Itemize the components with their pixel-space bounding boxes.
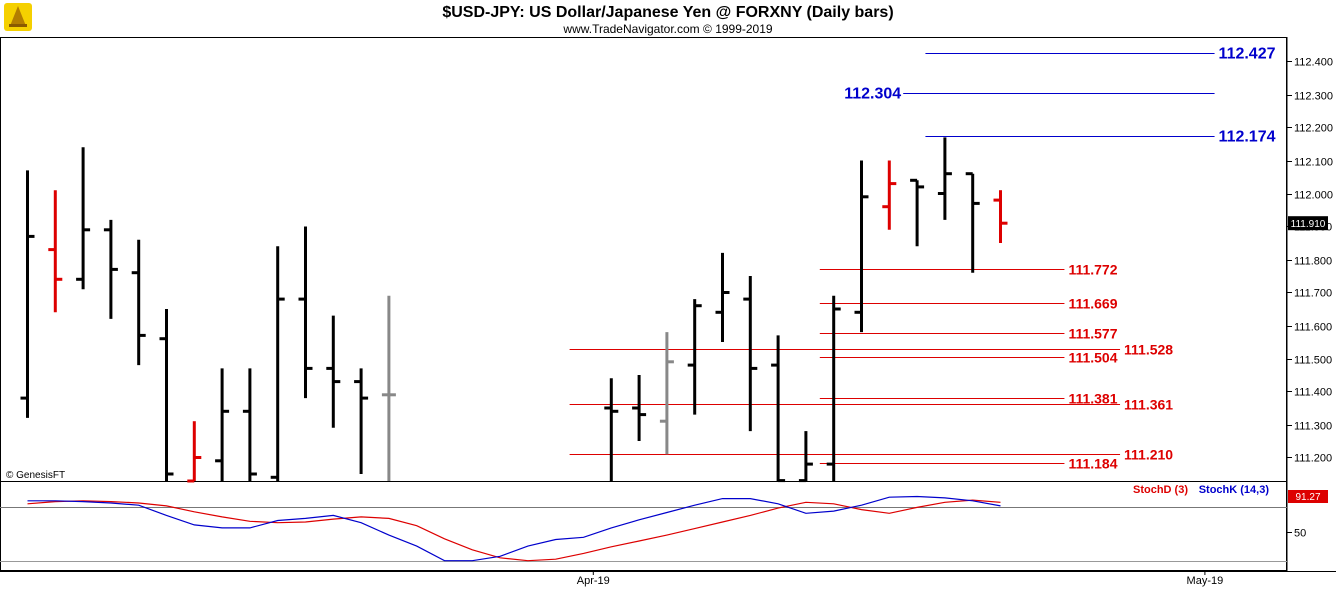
price-bars [20, 137, 1008, 483]
chart-title: $USD-JPY: US Dollar/Japanese Yen @ FORXN… [442, 4, 893, 21]
y-tick-label: 111.700 [1294, 288, 1332, 300]
level-label: 112.304 [844, 86, 901, 103]
stoch-series-line [27, 499, 1001, 562]
x-tick-label: May-19 [1187, 575, 1224, 587]
stoch-last-label: 91.27 [1295, 492, 1320, 503]
level-label: 111.210 [1124, 447, 1173, 463]
ohlc-bar [965, 172, 980, 273]
last-price-marker: 111.910 [1288, 216, 1328, 231]
ohlc-bar [326, 315, 341, 428]
app-logo [4, 3, 32, 31]
ohlc-bar [354, 368, 369, 474]
x-axis-ticks: Apr-19 May-19 [577, 571, 1223, 587]
y-axis-ticks: 111.200 111.300 111.400 111.500 111.600 111.7… [0, 57, 1333, 562]
ohlc-bar [632, 375, 647, 441]
level-label: 111.184 [1068, 456, 1117, 472]
level-label: 111.528 [1124, 342, 1173, 358]
last-price-label: 111.910 [1291, 219, 1326, 230]
ohlc-bar [771, 335, 786, 483]
ohlc-bar [715, 252, 730, 342]
level-label: 111.381 [1068, 391, 1117, 407]
ohlc-bar [103, 219, 118, 319]
y-tick-label: 112.000 [1294, 190, 1333, 202]
y-tick-label: 112.200 [1294, 123, 1333, 135]
legend-stoch-d: StochD (3) [1133, 484, 1188, 496]
ohlc-bar [937, 137, 952, 220]
stochastic-lines [27, 495, 1001, 562]
ohlc-bar [270, 246, 285, 481]
ohlc-bar [159, 309, 174, 481]
price-axis [1287, 37, 1335, 571]
y-tick-label: 112.400 [1294, 57, 1333, 69]
y-tick-label: 111.300 [1294, 421, 1332, 433]
ohlc-bar [882, 160, 897, 230]
stochastic-panel [0, 481, 1287, 571]
level-label: 111.361 [1124, 397, 1173, 413]
y-tick-label: 111.400 [1294, 387, 1332, 399]
legend-stoch-k: StochK (14,3) [1199, 484, 1270, 496]
price-panel [0, 37, 1287, 482]
chart-subtitle: www.TradeNavigator.com © 1999-2019 [562, 22, 772, 36]
level-label: 111.772 [1068, 262, 1117, 278]
level-label: 112.174 [1219, 129, 1276, 146]
level-label: 111.577 [1068, 326, 1117, 342]
ohlc-bar [187, 421, 202, 483]
y-tick-label: 111.500 [1294, 355, 1332, 367]
ohlc-bar [215, 368, 230, 481]
ohlc-bar [993, 190, 1008, 243]
ohlc-bar [743, 276, 758, 432]
ohlc-bar [687, 299, 702, 415]
ohlc-bar [298, 226, 313, 399]
ohlc-bar [604, 378, 619, 481]
y-tick-label: 111.600 [1294, 322, 1332, 334]
ohlc-bar [20, 170, 35, 418]
ohlc-bar [659, 332, 674, 455]
y-tick-label: 111.200 [1294, 453, 1332, 465]
level-lines: 112.427 112.304 112.174 111.772 111.669 111.5… [569, 46, 1276, 472]
ohlc-bar [381, 295, 396, 481]
ohlc-bar [854, 160, 869, 333]
y-tick-label: 111.800 [1294, 256, 1332, 268]
header-strip [0, 0, 1336, 37]
ohlc-bar [910, 178, 925, 247]
level-label: 112.427 [1219, 46, 1276, 63]
stoch-series-line [27, 495, 1001, 562]
ohlc-bar [798, 431, 813, 483]
stoch-y-tick-label: 50 [1294, 528, 1306, 540]
ohlc-bar [131, 239, 146, 366]
x-tick-label: Apr-19 [577, 575, 610, 587]
y-tick-label: 112.300 [1294, 91, 1333, 103]
watermark: © GenesisFT [6, 470, 65, 481]
ohlc-bar [48, 190, 63, 313]
ohlc-bar [242, 368, 257, 481]
ohlc-bar [76, 147, 91, 290]
level-label: 111.504 [1068, 350, 1117, 366]
ohlc-bar [826, 295, 841, 481]
level-label: 111.669 [1068, 296, 1117, 312]
y-tick-label: 112.100 [1294, 157, 1333, 169]
stoch-last-marker: 91.27 [1288, 490, 1328, 503]
